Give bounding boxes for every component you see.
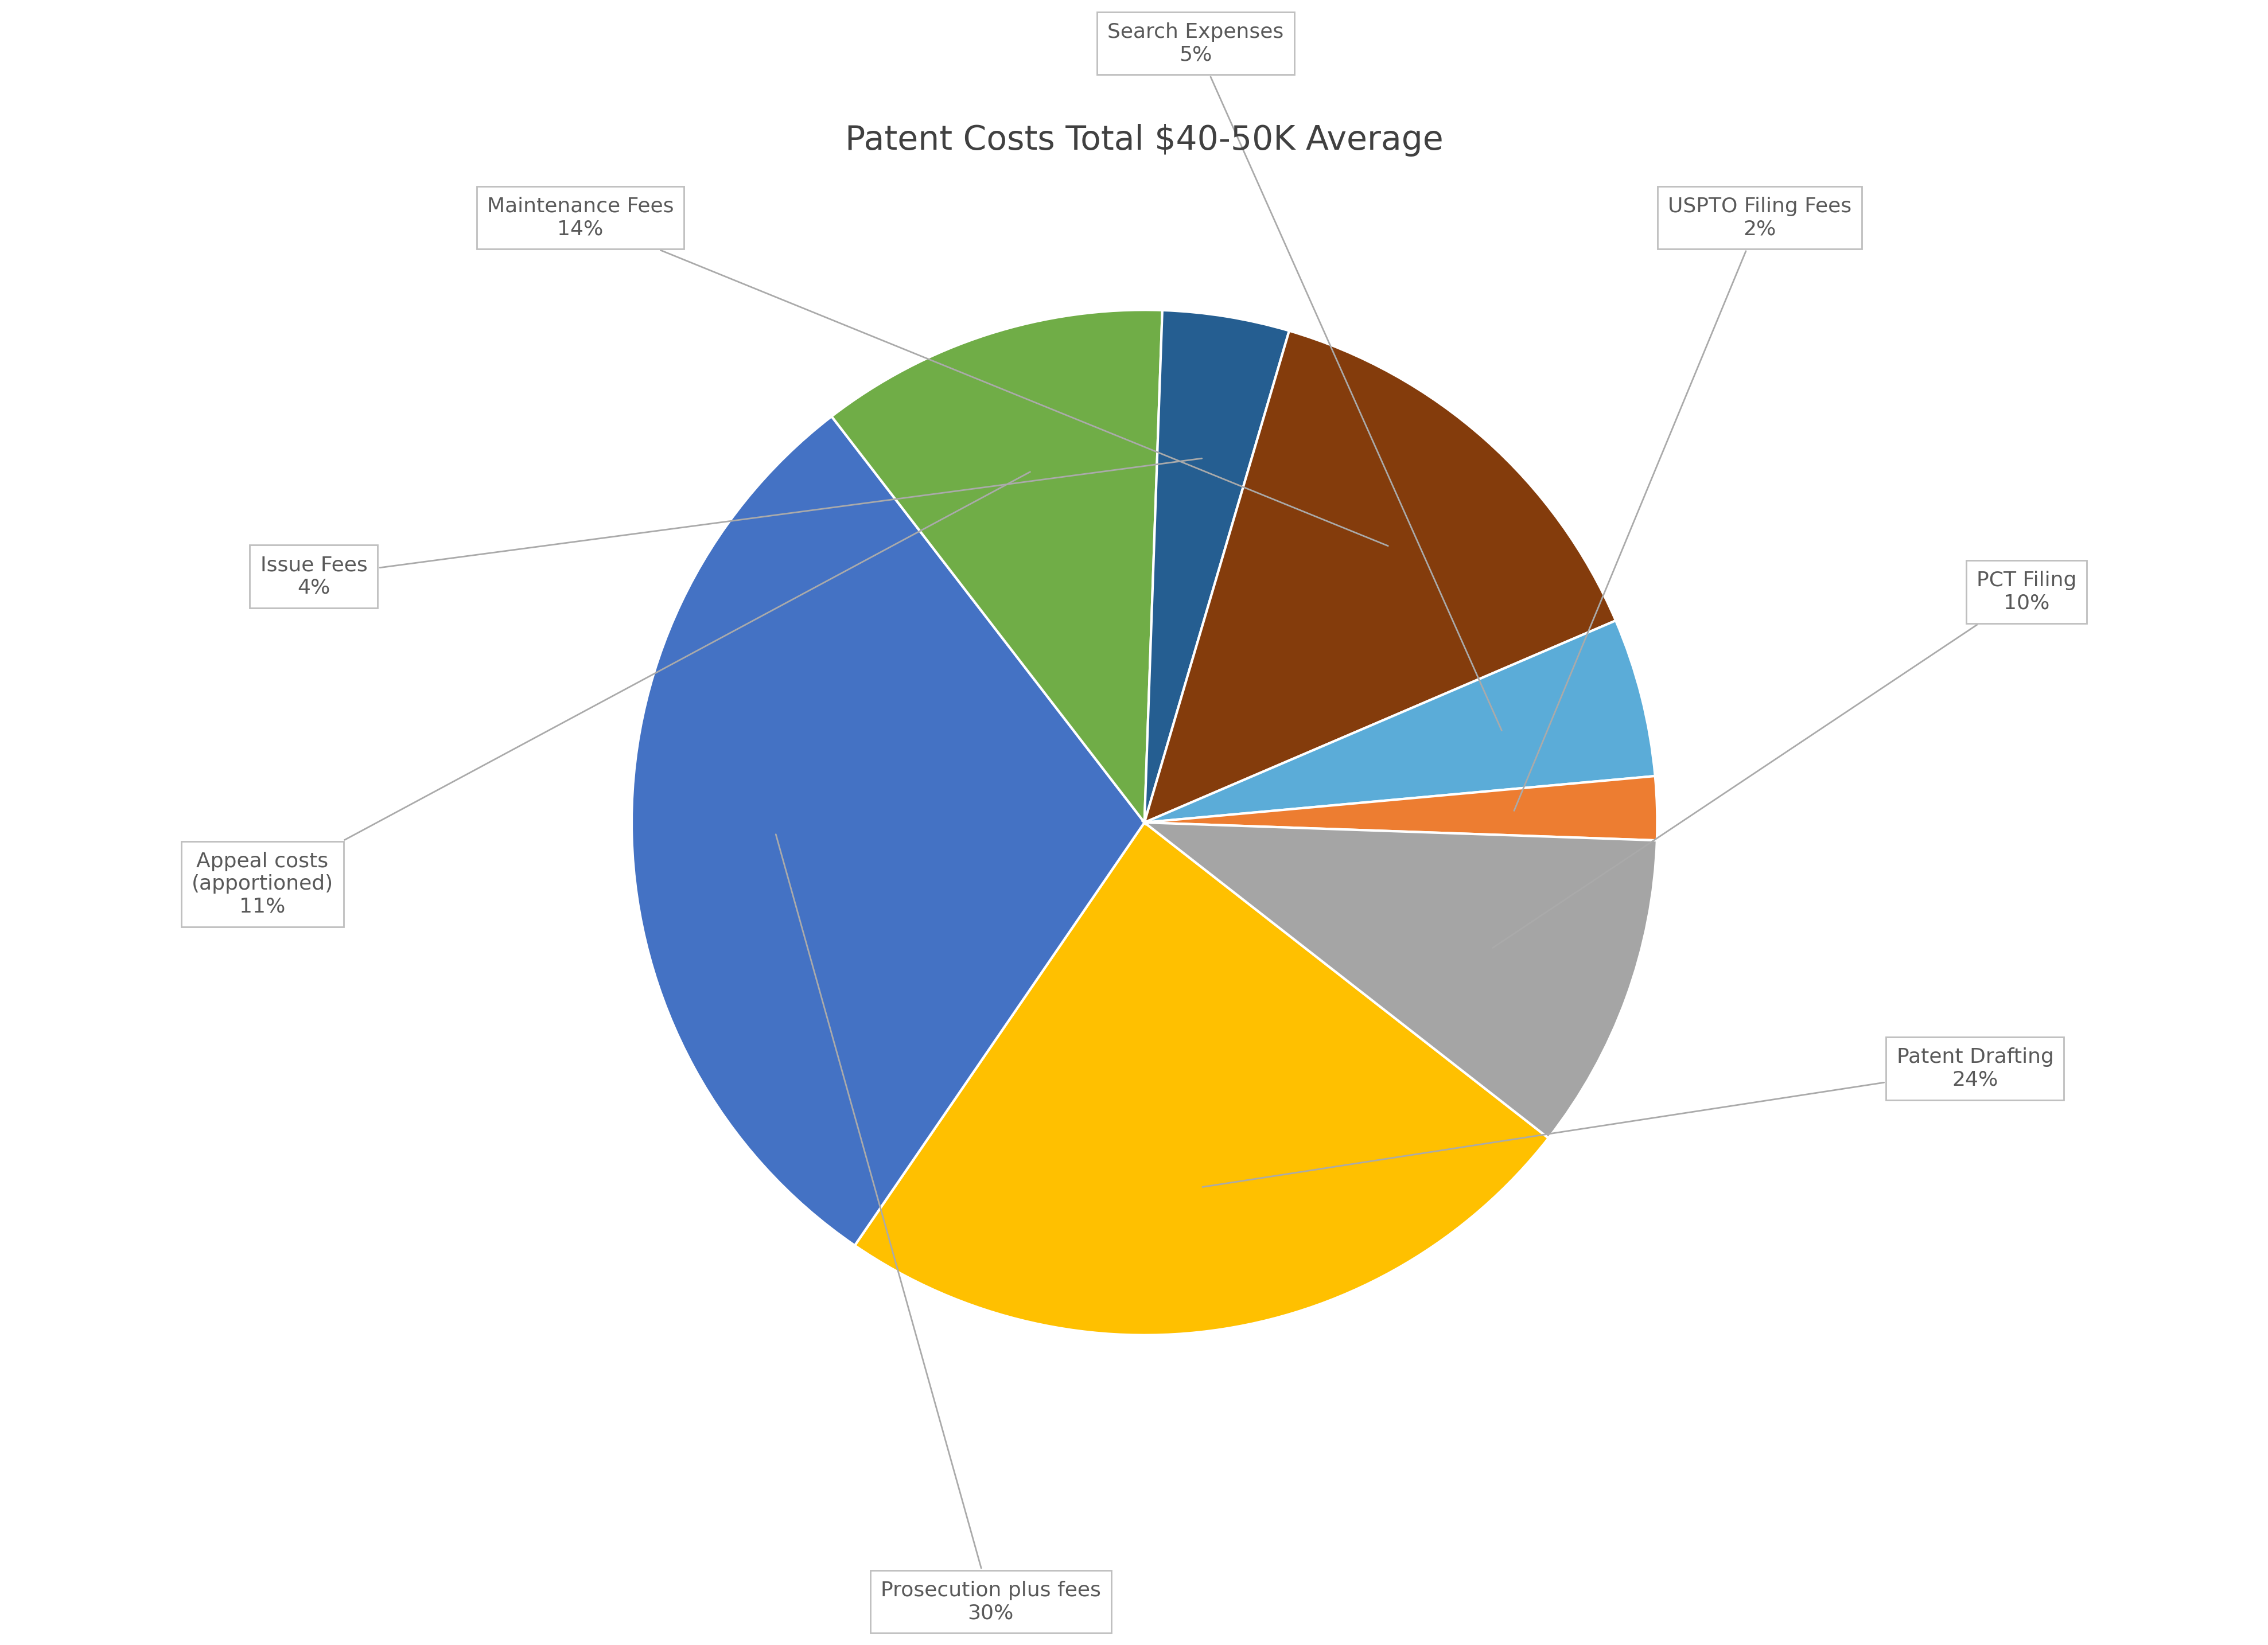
Wedge shape: [1145, 776, 1658, 841]
Text: PCT Filing
10%: PCT Filing 10%: [1492, 571, 2077, 948]
Text: Issue Fees
4%: Issue Fees 4%: [261, 459, 1202, 597]
Title: Patent Costs Total $40-50K Average: Patent Costs Total $40-50K Average: [846, 123, 1442, 156]
Wedge shape: [1145, 331, 1615, 822]
Wedge shape: [832, 309, 1161, 822]
Text: Patent Drafting
24%: Patent Drafting 24%: [1202, 1048, 2053, 1188]
Text: Prosecution plus fees
30%: Prosecution plus fees 30%: [776, 834, 1100, 1622]
Wedge shape: [1145, 620, 1656, 822]
Wedge shape: [855, 822, 1549, 1336]
Wedge shape: [1145, 311, 1288, 822]
Wedge shape: [1145, 822, 1658, 1138]
Text: Search Expenses
5%: Search Expenses 5%: [1107, 23, 1501, 730]
Wedge shape: [633, 416, 1145, 1245]
Text: Maintenance Fees
14%: Maintenance Fees 14%: [488, 197, 1388, 546]
Text: Appeal costs
(apportioned)
11%: Appeal costs (apportioned) 11%: [191, 472, 1030, 916]
Text: USPTO Filing Fees
2%: USPTO Filing Fees 2%: [1515, 197, 1851, 811]
